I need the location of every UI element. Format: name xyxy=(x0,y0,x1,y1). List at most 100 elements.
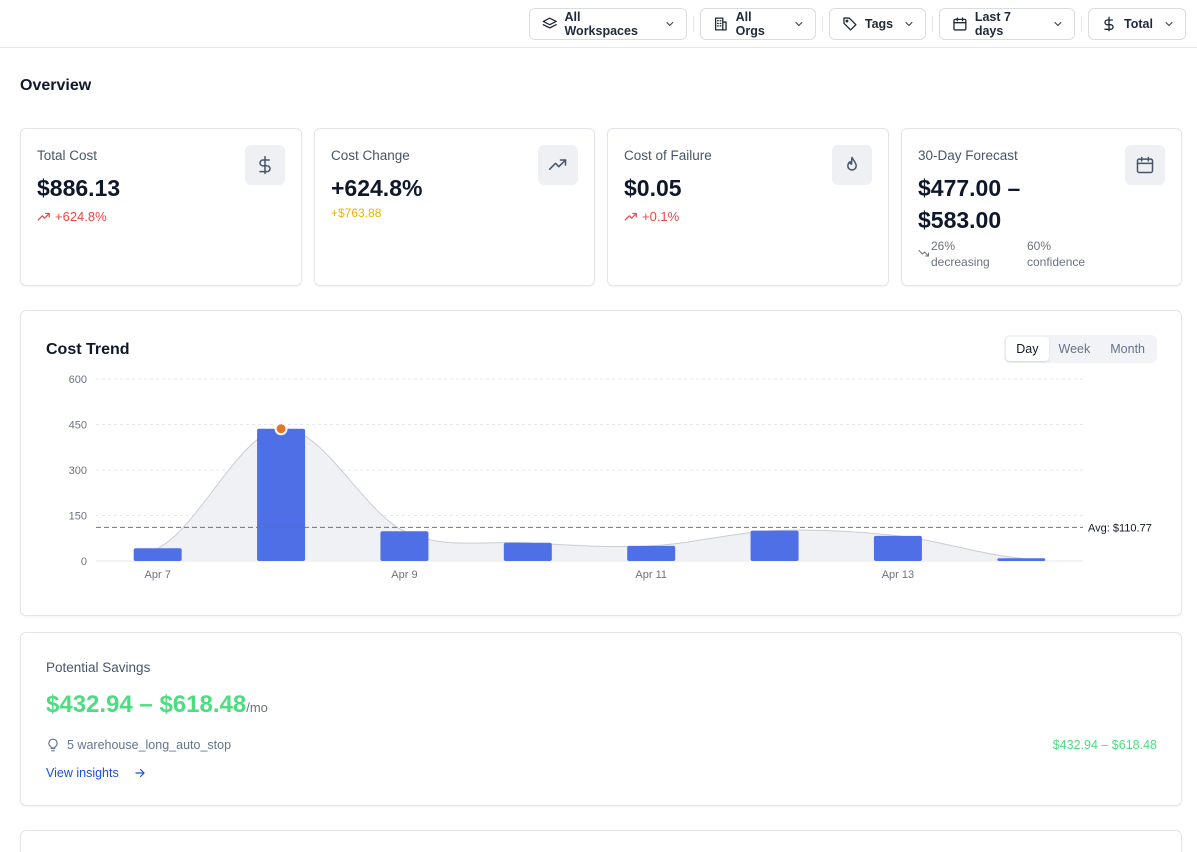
bar-apr-7 xyxy=(133,548,182,561)
calendar-icon xyxy=(1136,156,1154,174)
view-insights-link[interactable]: View insights xyxy=(46,766,147,780)
tags-filter-label: Tags xyxy=(864,17,894,31)
cost-metric-dropdown[interactable]: Total xyxy=(1088,8,1186,40)
arrow-right-icon xyxy=(135,768,145,778)
filter-divider xyxy=(932,16,933,32)
period-toggle: Day Week Month xyxy=(1004,335,1157,363)
lightbulb-icon xyxy=(48,738,58,752)
date-range-dropdown[interactable]: Last 7 days xyxy=(939,8,1075,40)
chevron-down-icon xyxy=(1165,21,1173,27)
chevron-down-icon xyxy=(795,21,803,27)
savings-value: $432.94 – $618.48/mo xyxy=(46,691,268,719)
filter-divider xyxy=(822,16,823,32)
savings-label: Potential Savings xyxy=(46,660,151,675)
cost-trend-card: Cost Trend Day Week Month 0 150 300 450 600 A… xyxy=(20,310,1182,616)
total-cost-delta: +624.8% xyxy=(37,209,107,224)
cost-change-delta: +$763.88 xyxy=(331,206,381,220)
cost-trend-chart: 0 150 300 450 600 Avg: $110.77 Apr 7 Apr 9 Apr 1… xyxy=(69,374,1152,581)
org-filter-label: All Orgs xyxy=(735,10,765,38)
trending-up-icon xyxy=(37,212,50,220)
forecast-value-high: $583.00 xyxy=(918,207,1002,233)
flame-icon xyxy=(847,156,857,171)
chevron-down-icon xyxy=(666,22,674,26)
dollar-icon xyxy=(259,155,271,175)
savings-item-amount: $432.94 – $618.48 xyxy=(1052,738,1157,752)
average-label: Avg: $110.77 xyxy=(1088,522,1152,534)
workspace-filter-label: All Workspaces xyxy=(564,10,638,38)
bar-apr-8 xyxy=(257,428,306,561)
filter-divider xyxy=(693,16,694,32)
trending-up-icon xyxy=(548,159,567,170)
trend-area xyxy=(157,428,1022,561)
trending-down-icon xyxy=(918,250,929,257)
cost-of-failure-value: $0.05 xyxy=(624,175,682,201)
forecast-confidence: 60% confidence xyxy=(1027,238,1085,270)
bar-apr-14 xyxy=(997,558,1046,561)
forecast-label: 30-Day Forecast xyxy=(918,148,1018,163)
total-cost-card: Total Cost $886.13 +624.8% xyxy=(20,128,302,286)
trending-up-icon xyxy=(624,212,637,220)
next-section-card xyxy=(20,830,1182,852)
tags-filter-dropdown[interactable]: Tags xyxy=(829,8,926,40)
period-day-button[interactable]: Day xyxy=(1006,337,1049,361)
cost-change-delta-text: +$763.88 xyxy=(331,206,382,220)
x-tick-label: Apr 7 xyxy=(145,569,171,581)
cost-trend-title: Cost Trend xyxy=(46,341,130,358)
y-tick-label: 600 xyxy=(69,374,87,386)
cost-change-label: Cost Change xyxy=(331,148,410,163)
tag-icon xyxy=(843,17,857,31)
savings-range: $432.94 – $618.48 xyxy=(46,691,247,718)
peak-marker xyxy=(274,422,288,436)
forecast-value-low: $477.00 – xyxy=(918,175,1021,201)
bar-apr-10 xyxy=(503,542,552,561)
date-range-label: Last 7 days xyxy=(974,10,1011,38)
cost-of-failure-label: Cost of Failure xyxy=(624,148,712,163)
total-cost-label: Total Cost xyxy=(37,148,98,163)
workspace-filter-dropdown[interactable]: All Workspaces xyxy=(529,8,687,40)
cost-of-failure-badge xyxy=(832,145,872,185)
layers-icon xyxy=(542,17,557,29)
total-cost-badge xyxy=(245,145,285,185)
y-tick-label: 450 xyxy=(69,420,87,432)
chevron-down-icon xyxy=(1054,21,1062,27)
bar-apr-11 xyxy=(627,545,676,561)
savings-item-text: 5 warehouse_long_auto_stop xyxy=(67,738,232,752)
savings-item: 5 warehouse_long_auto_stop xyxy=(46,738,231,752)
x-tick-label: Apr 11 xyxy=(635,569,667,581)
period-week-button[interactable]: Week xyxy=(1058,342,1091,356)
bar-apr-9 xyxy=(380,531,429,561)
view-insights-label: View insights xyxy=(46,766,119,780)
cost-of-failure-card: Cost of Failure $0.05 +0.1% xyxy=(607,128,889,286)
forecast-value: $477.00 – $583.00 xyxy=(918,172,1118,236)
bar-apr-12 xyxy=(750,530,799,561)
period-month-button[interactable]: Month xyxy=(1110,342,1145,356)
forecast-trend-pct: 26% xyxy=(931,239,956,253)
top-filter-bar: All Workspaces All Orgs Tags Last 7 days… xyxy=(0,0,1197,48)
dollar-icon xyxy=(1104,16,1114,32)
cost-metric-label: Total xyxy=(1124,17,1153,31)
x-tick-label: Apr 13 xyxy=(882,569,914,581)
cost-of-failure-delta: +0.1% xyxy=(624,209,679,224)
potential-savings-card: Potential Savings $432.94 – $618.48/mo 5… xyxy=(20,632,1182,806)
forecast-confidence-pct: 60% xyxy=(1027,239,1052,253)
y-tick-label: 300 xyxy=(69,465,87,477)
savings-unit: /mo xyxy=(246,700,268,715)
total-cost-value: $886.13 xyxy=(37,175,121,201)
forecast-confidence-word: confidence xyxy=(1027,255,1086,269)
org-filter-dropdown[interactable]: All Orgs xyxy=(700,8,816,40)
cost-change-badge xyxy=(538,145,578,185)
chevron-down-icon xyxy=(905,21,913,27)
overview-heading: Overview xyxy=(20,77,92,94)
forecast-trend: 26% decreasing xyxy=(931,238,990,270)
building-icon xyxy=(714,17,727,31)
total-cost-delta-text: +624.8% xyxy=(55,209,107,224)
filter-divider xyxy=(1081,16,1082,32)
y-tick-label: 150 xyxy=(69,511,87,523)
forecast-badge xyxy=(1125,145,1165,185)
forecast-trend-word: decreasing xyxy=(931,255,990,269)
calendar-icon xyxy=(953,17,967,31)
forecast-card: 30-Day Forecast $477.00 – $583.00 26% de… xyxy=(901,128,1182,286)
bar-apr-13 xyxy=(873,535,922,561)
y-tick-label: 0 xyxy=(81,556,87,568)
cost-change-card: Cost Change +624.8% +$763.88 xyxy=(314,128,595,286)
